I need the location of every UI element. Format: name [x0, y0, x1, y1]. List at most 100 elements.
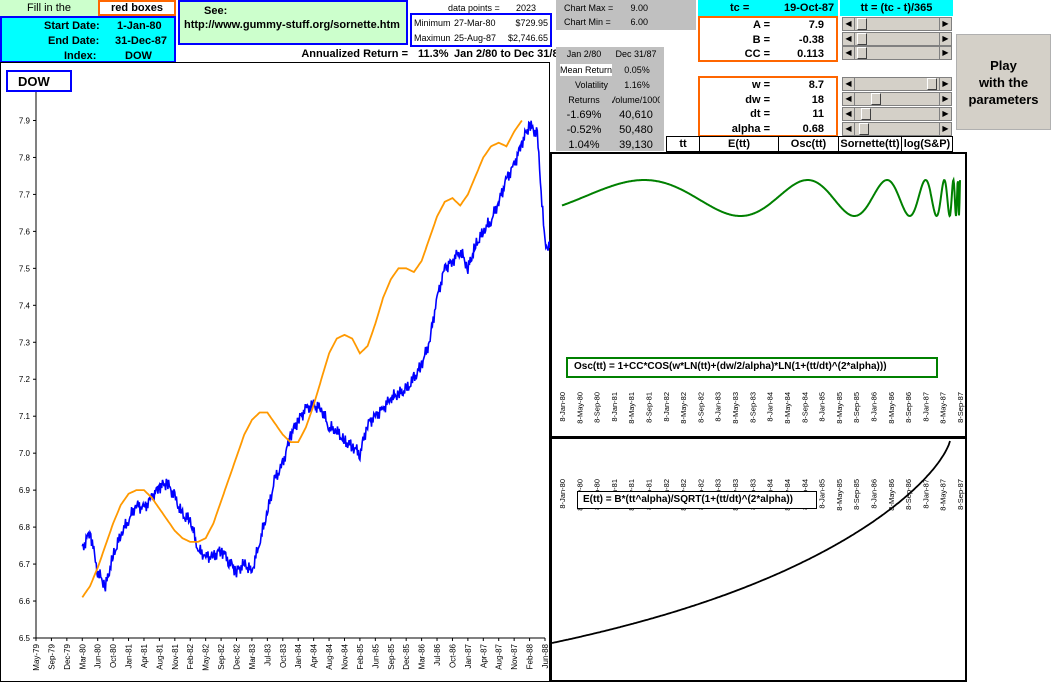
slider-right-icon[interactable]: ▶ — [939, 47, 951, 59]
slider-left-icon[interactable]: ◀ — [843, 78, 855, 90]
slider-left-icon[interactable]: ◀ — [843, 47, 855, 59]
x-tick-label: Feb-88 — [526, 643, 535, 669]
x-tick-label: Dec-79 — [63, 643, 72, 669]
osc-x-tick-label: 8-Jan-86 — [869, 392, 878, 422]
slider-left-icon[interactable]: ◀ — [843, 108, 855, 120]
e-x-tick-label: 8-Jan-85 — [818, 479, 827, 509]
slider-thumb[interactable] — [857, 47, 867, 59]
x-tick-label: Nov-84 — [340, 643, 349, 669]
osc-x-tick-label: 8-May-81 — [627, 392, 636, 424]
osc-x-tick-label: 8-May-85 — [835, 392, 844, 424]
y-tick-label: 7.7 — [19, 190, 31, 199]
slider-right-icon[interactable]: ▶ — [939, 93, 951, 105]
annualized-range: Jan 2/80 to Dec 31/87 — [454, 48, 564, 60]
returns-col-header: Returns — [568, 95, 600, 105]
x-tick-label: Mar-83 — [248, 643, 257, 669]
chart-max-label: Chart Max = — [564, 3, 614, 13]
x-tick-label: Dec-82 — [233, 643, 242, 669]
slider-right-icon[interactable]: ▶ — [939, 123, 951, 135]
y-tick-label: 7.9 — [19, 116, 31, 125]
slider-right-icon[interactable]: ▶ — [939, 108, 951, 120]
see-label: See: — [204, 4, 228, 17]
return-row-1: -1.69% — [566, 108, 602, 121]
osc-x-tick-label: 8-Sep-84 — [800, 392, 809, 423]
see-url-link[interactable]: http://www.gummy-stuff.org/sornette.htm — [184, 19, 400, 31]
e-x-tick-label: 8-May-87 — [939, 479, 948, 511]
slider-thumb[interactable] — [857, 18, 867, 30]
slider-right-icon[interactable]: ▶ — [939, 33, 951, 45]
alpha-slider[interactable]: ◀ ▶ — [842, 122, 952, 136]
x-tick-label: Oct-80 — [109, 643, 118, 668]
w-value[interactable]: 8.7 — [808, 79, 824, 91]
x-tick-label: Oct-86 — [448, 643, 457, 668]
e-x-tick-label: 8-May-86 — [887, 479, 896, 511]
returns-to: Dec 31/87 — [615, 49, 657, 59]
minimum-value: $729.95 — [515, 17, 548, 28]
a-value[interactable]: 7.9 — [808, 19, 824, 31]
y-tick-label: 7.6 — [19, 227, 31, 236]
cc-value[interactable]: 0.113 — [797, 48, 824, 60]
volume-col-header: Volume/1000 — [612, 95, 660, 105]
minimum-label: Minimum — [414, 17, 450, 28]
annualized-label: Annualized Return = — [301, 48, 408, 60]
osc-chart: 8-Jan-80 8-May-80 8-Sep-80 8-Jan-81 8-May-81… — [558, 176, 965, 424]
e-x-tick-label: 8-Jan-86 — [869, 479, 878, 509]
osc-formula: Osc(tt) = 1+CC*COS(w*LN(tt)+(dw/2/alpha)… — [566, 357, 938, 378]
slider-thumb[interactable] — [861, 108, 871, 120]
y-tick-label: 7.8 — [19, 153, 31, 162]
dw-slider[interactable]: ◀ ▶ — [842, 92, 952, 106]
b-value[interactable]: -0.38 — [798, 34, 824, 46]
index-value[interactable]: DOW — [125, 49, 152, 62]
slider-thumb[interactable] — [859, 123, 869, 135]
e-x-tick-label: 8-Sep-85 — [852, 479, 861, 510]
x-tick-label: Oct-83 — [279, 643, 288, 668]
play-line1: Play — [990, 57, 1017, 73]
x-tick-label: Sep-79 — [47, 643, 56, 669]
slider-left-icon[interactable]: ◀ — [843, 123, 855, 135]
end-date-label: End Date: — [48, 34, 100, 47]
input-panel: Start Date: 1-Jan-80 End Date: 31-Dec-87… — [0, 16, 176, 63]
b-label: B = — [752, 34, 770, 46]
slider-thumb[interactable] — [871, 93, 881, 105]
tc-box: tc = 19-Oct-87 — [698, 0, 838, 16]
end-date-value[interactable]: 31-Dec-87 — [115, 34, 167, 47]
x-tick-label: Jul-86 — [433, 643, 442, 665]
alpha-label: alpha = — [731, 123, 770, 135]
mean-return-label: Mean Return — [560, 64, 612, 76]
osc-x-tick-label: 8-Sep-80 — [593, 392, 602, 423]
e-x-tick-label: 8-May-85 — [835, 479, 844, 511]
y-tick-label: 7.5 — [19, 264, 31, 273]
slider-thumb[interactable] — [927, 78, 937, 90]
dt-value[interactable]: 11 — [812, 108, 824, 120]
slider-left-icon[interactable]: ◀ — [843, 33, 855, 45]
play-parameters-button[interactable]: Play with the parameters — [956, 34, 1051, 130]
slider-right-icon[interactable]: ▶ — [939, 78, 951, 90]
dt-slider[interactable]: ◀ ▶ — [842, 107, 952, 121]
maximum-date: 25-Aug-87 — [454, 32, 497, 43]
sornette-fit-line — [81, 119, 523, 598]
dw-value[interactable]: 18 — [811, 94, 824, 106]
y-tick-label: 6.8 — [19, 523, 31, 532]
osc-x-tick-label: 8-Jan-80 — [558, 392, 567, 422]
play-line2: with the — [978, 74, 1029, 90]
slider-left-icon[interactable]: ◀ — [843, 93, 855, 105]
x-tick-label: Sep-82 — [217, 643, 226, 669]
b-slider[interactable]: ◀ ▶ — [842, 32, 952, 46]
chart-min-value[interactable]: 6.00 — [630, 17, 648, 27]
e-line — [552, 440, 951, 644]
w-slider[interactable]: ◀ ▶ — [842, 77, 952, 91]
slider-right-icon[interactable]: ▶ — [939, 18, 951, 30]
start-date-value[interactable]: 1-Jan-80 — [117, 19, 162, 32]
a-slider[interactable]: ◀ ▶ — [842, 17, 952, 31]
tc-value[interactable]: 19-Oct-87 — [784, 2, 835, 14]
params-abc-box: A = 7.9 B = -0.38 CC = 0.113 — [698, 16, 838, 62]
chart-max-value[interactable]: 9.00 — [630, 3, 648, 13]
osc-x-tick-label: 8-Sep-86 — [904, 392, 913, 423]
cc-slider[interactable]: ◀ ▶ — [842, 46, 952, 60]
alpha-value[interactable]: 0.68 — [802, 123, 824, 135]
index-label: Index: — [64, 49, 97, 62]
x-tick-label: Apr-87 — [479, 643, 488, 668]
slider-thumb[interactable] — [857, 33, 867, 45]
annualized-value: 11.3% — [418, 48, 449, 60]
slider-left-icon[interactable]: ◀ — [843, 18, 855, 30]
